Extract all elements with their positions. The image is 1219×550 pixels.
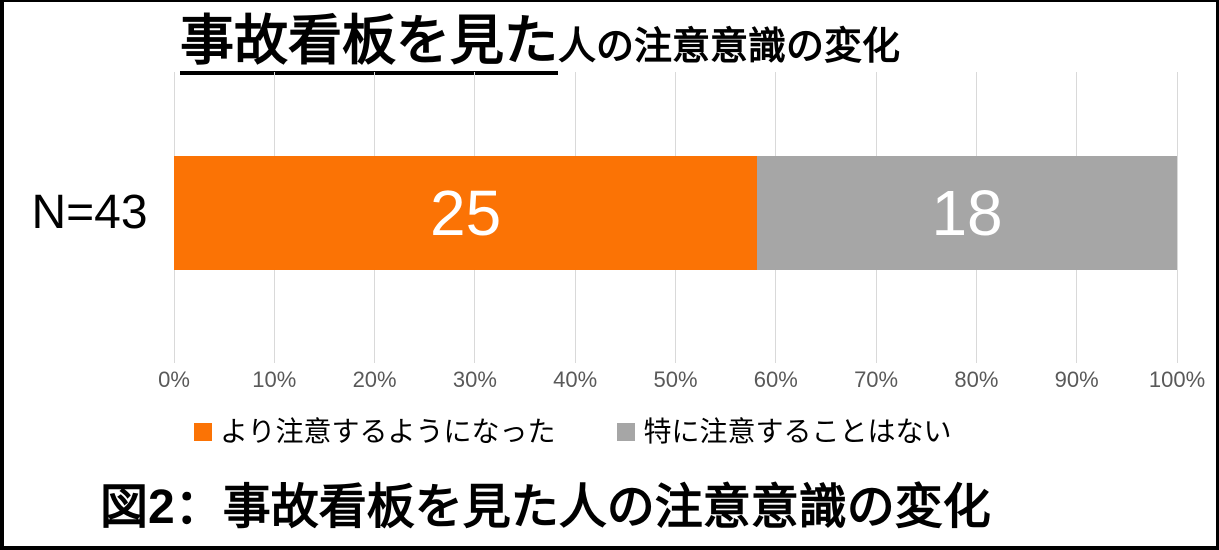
x-axis-tick-label: 0% [158,367,190,392]
stacked-bar: 25 18 [174,156,1177,270]
x-axis-tick-label: 60% [753,367,798,392]
x-axis-tick-label: 80% [954,367,999,392]
x-axis-tick-label: 100% [1148,367,1206,392]
chart-title-sub: 人の注意意識の変化 [558,26,901,68]
chart-title: 事故看板を見た 人の注意意識の変化 [180,14,900,75]
x-axis: 0% 10% 20% 30% 40% 50% 60% 70% 80% 90% 100% [158,367,1205,395]
x-axis-tick-label: 50% [653,367,698,392]
bar-segment: 18 [757,156,1177,270]
category-label: N=43 [31,186,148,239]
bar-value-label: 25 [429,177,502,249]
legend-label: より注意するようになった [220,416,556,447]
legend-item: より注意するようになった [194,418,555,446]
x-axis-tick-label: 90% [1054,367,1099,392]
x-axis-tick-label: 30% [452,367,497,392]
x-axis-tick-label: 40% [553,367,598,392]
gridline [1176,72,1178,363]
chart-title-main: 事故看板を見た [180,14,558,75]
x-axis-tick-label: 10% [252,367,297,392]
legend-marker-icon [617,423,636,441]
bar-segment: 25 [174,156,758,270]
x-axis-tick-label: 70% [854,367,899,392]
legend-marker-icon [194,423,212,441]
figure-caption: 図2：事故看板を見た人の注意意識の変化 [100,481,991,534]
legend: より注意するようになった 特に注意することはない [194,414,951,450]
legend-label: 特に注意することはない [643,416,952,447]
x-axis-tick-label: 20% [352,367,397,392]
legend-item: 特に注意することはない [617,418,951,446]
bar-value-label: 18 [931,177,1003,249]
